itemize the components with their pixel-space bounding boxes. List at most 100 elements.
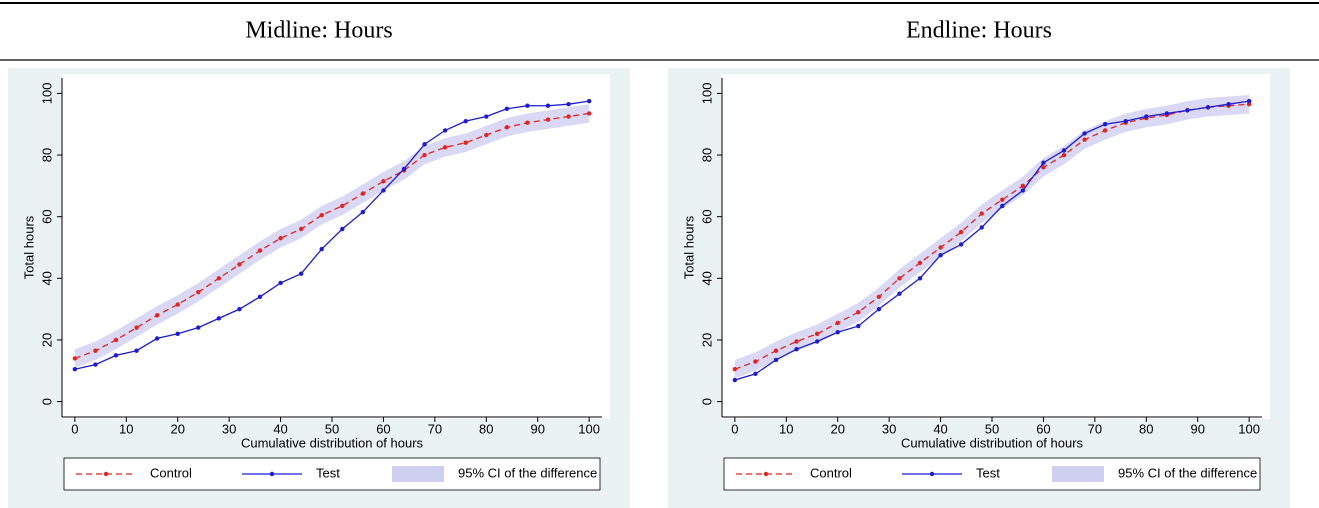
x-axis-title: Cumulative distribution of hours <box>901 435 1084 450</box>
series-point <box>442 145 448 150</box>
series-point <box>298 271 304 276</box>
series-point <box>1226 101 1231 107</box>
series-point <box>586 111 592 116</box>
series-point <box>958 229 964 235</box>
series-point <box>360 209 366 215</box>
series-point <box>814 331 820 336</box>
legend-box <box>63 457 601 491</box>
series-point <box>1082 131 1087 136</box>
series-point <box>732 377 738 383</box>
x-tick-label: 100 <box>1238 421 1260 436</box>
series-point <box>442 128 448 133</box>
y-tick-label: 60 <box>39 209 54 223</box>
series-point <box>979 225 984 230</box>
panel-title: Endline: Hours <box>906 18 1052 44</box>
series-point <box>773 348 779 353</box>
x-axis-title: Cumulative distribution of hours <box>241 435 424 450</box>
series-point <box>463 140 468 145</box>
legend-marker <box>763 471 769 477</box>
series-point <box>196 289 201 295</box>
legend-box <box>723 457 1261 491</box>
series-point <box>1061 152 1067 158</box>
series-point <box>216 276 222 281</box>
series-point <box>484 132 489 138</box>
series-point <box>484 114 489 119</box>
y-tick-label: 40 <box>699 271 714 285</box>
series-point <box>876 294 882 300</box>
series-point <box>175 302 180 307</box>
legend-label: Control <box>150 465 192 480</box>
x-tick-label: 90 <box>530 421 544 436</box>
series-point <box>566 114 571 119</box>
series-point <box>1000 203 1005 209</box>
x-tick-label: 60 <box>1036 421 1050 436</box>
y-tick-label: 80 <box>39 148 54 162</box>
series-point <box>340 203 345 209</box>
series-point <box>1164 111 1170 116</box>
series-point <box>897 276 902 281</box>
series-point <box>401 166 407 172</box>
legend-label: Control <box>810 465 852 480</box>
series-point <box>154 336 160 341</box>
series-point <box>566 101 571 107</box>
x-tick-label: 50 <box>325 421 339 436</box>
series-point <box>381 188 386 193</box>
x-tick-label: 80 <box>479 421 493 436</box>
series-point <box>979 211 984 216</box>
series-point <box>732 367 738 372</box>
series-point <box>422 142 427 147</box>
series-point <box>175 331 180 336</box>
y-tick-label: 100 <box>39 83 54 105</box>
series-point <box>1020 183 1026 189</box>
series-point <box>1000 197 1005 202</box>
series-point <box>381 179 386 184</box>
series-point <box>278 236 283 241</box>
legend-label: 95% CI of the difference <box>1118 465 1257 480</box>
series-point <box>196 325 201 330</box>
series-point <box>794 339 799 344</box>
series-point <box>113 353 119 358</box>
plot-area <box>722 74 1270 419</box>
series-point <box>134 325 139 330</box>
legend-marker <box>269 471 275 477</box>
x-tick-label: 10 <box>119 421 133 436</box>
legend-label: Test <box>316 465 340 480</box>
series-point <box>463 118 468 124</box>
series-point <box>856 310 861 315</box>
y-tick-label: 80 <box>699 148 714 162</box>
x-tick-label: 50 <box>985 421 999 436</box>
series-point <box>319 246 324 252</box>
series-point <box>1246 101 1252 107</box>
x-tick-label: 10 <box>779 421 793 436</box>
series-point <box>525 103 530 108</box>
series-line <box>74 100 590 370</box>
series-point <box>835 320 840 326</box>
series-point <box>938 245 943 250</box>
series-point <box>340 226 345 232</box>
series-point <box>1041 160 1046 165</box>
x-tick-label: 40 <box>273 421 287 436</box>
y-tick-label: 40 <box>39 271 54 285</box>
series-point <box>876 306 882 312</box>
x-tick-label: 60 <box>376 421 390 436</box>
series-point <box>794 347 799 352</box>
series-point <box>237 262 242 267</box>
series-point <box>938 253 943 258</box>
y-tick-label: 20 <box>699 333 714 347</box>
series-point <box>1082 137 1087 142</box>
series-point <box>773 357 779 363</box>
series-point <box>257 248 263 253</box>
x-tick-label: 80 <box>1139 421 1153 436</box>
series-point <box>1144 114 1149 119</box>
y-tick-label: 0 <box>39 398 54 405</box>
x-tick-label: 70 <box>428 421 442 436</box>
series-point <box>835 330 840 335</box>
series-point <box>545 117 551 122</box>
panel-title: Midline: Hours <box>245 18 392 44</box>
series-point <box>504 106 510 112</box>
series-point <box>93 362 98 367</box>
series-point <box>422 152 427 158</box>
series-point <box>278 280 283 286</box>
series-line <box>734 100 1250 381</box>
